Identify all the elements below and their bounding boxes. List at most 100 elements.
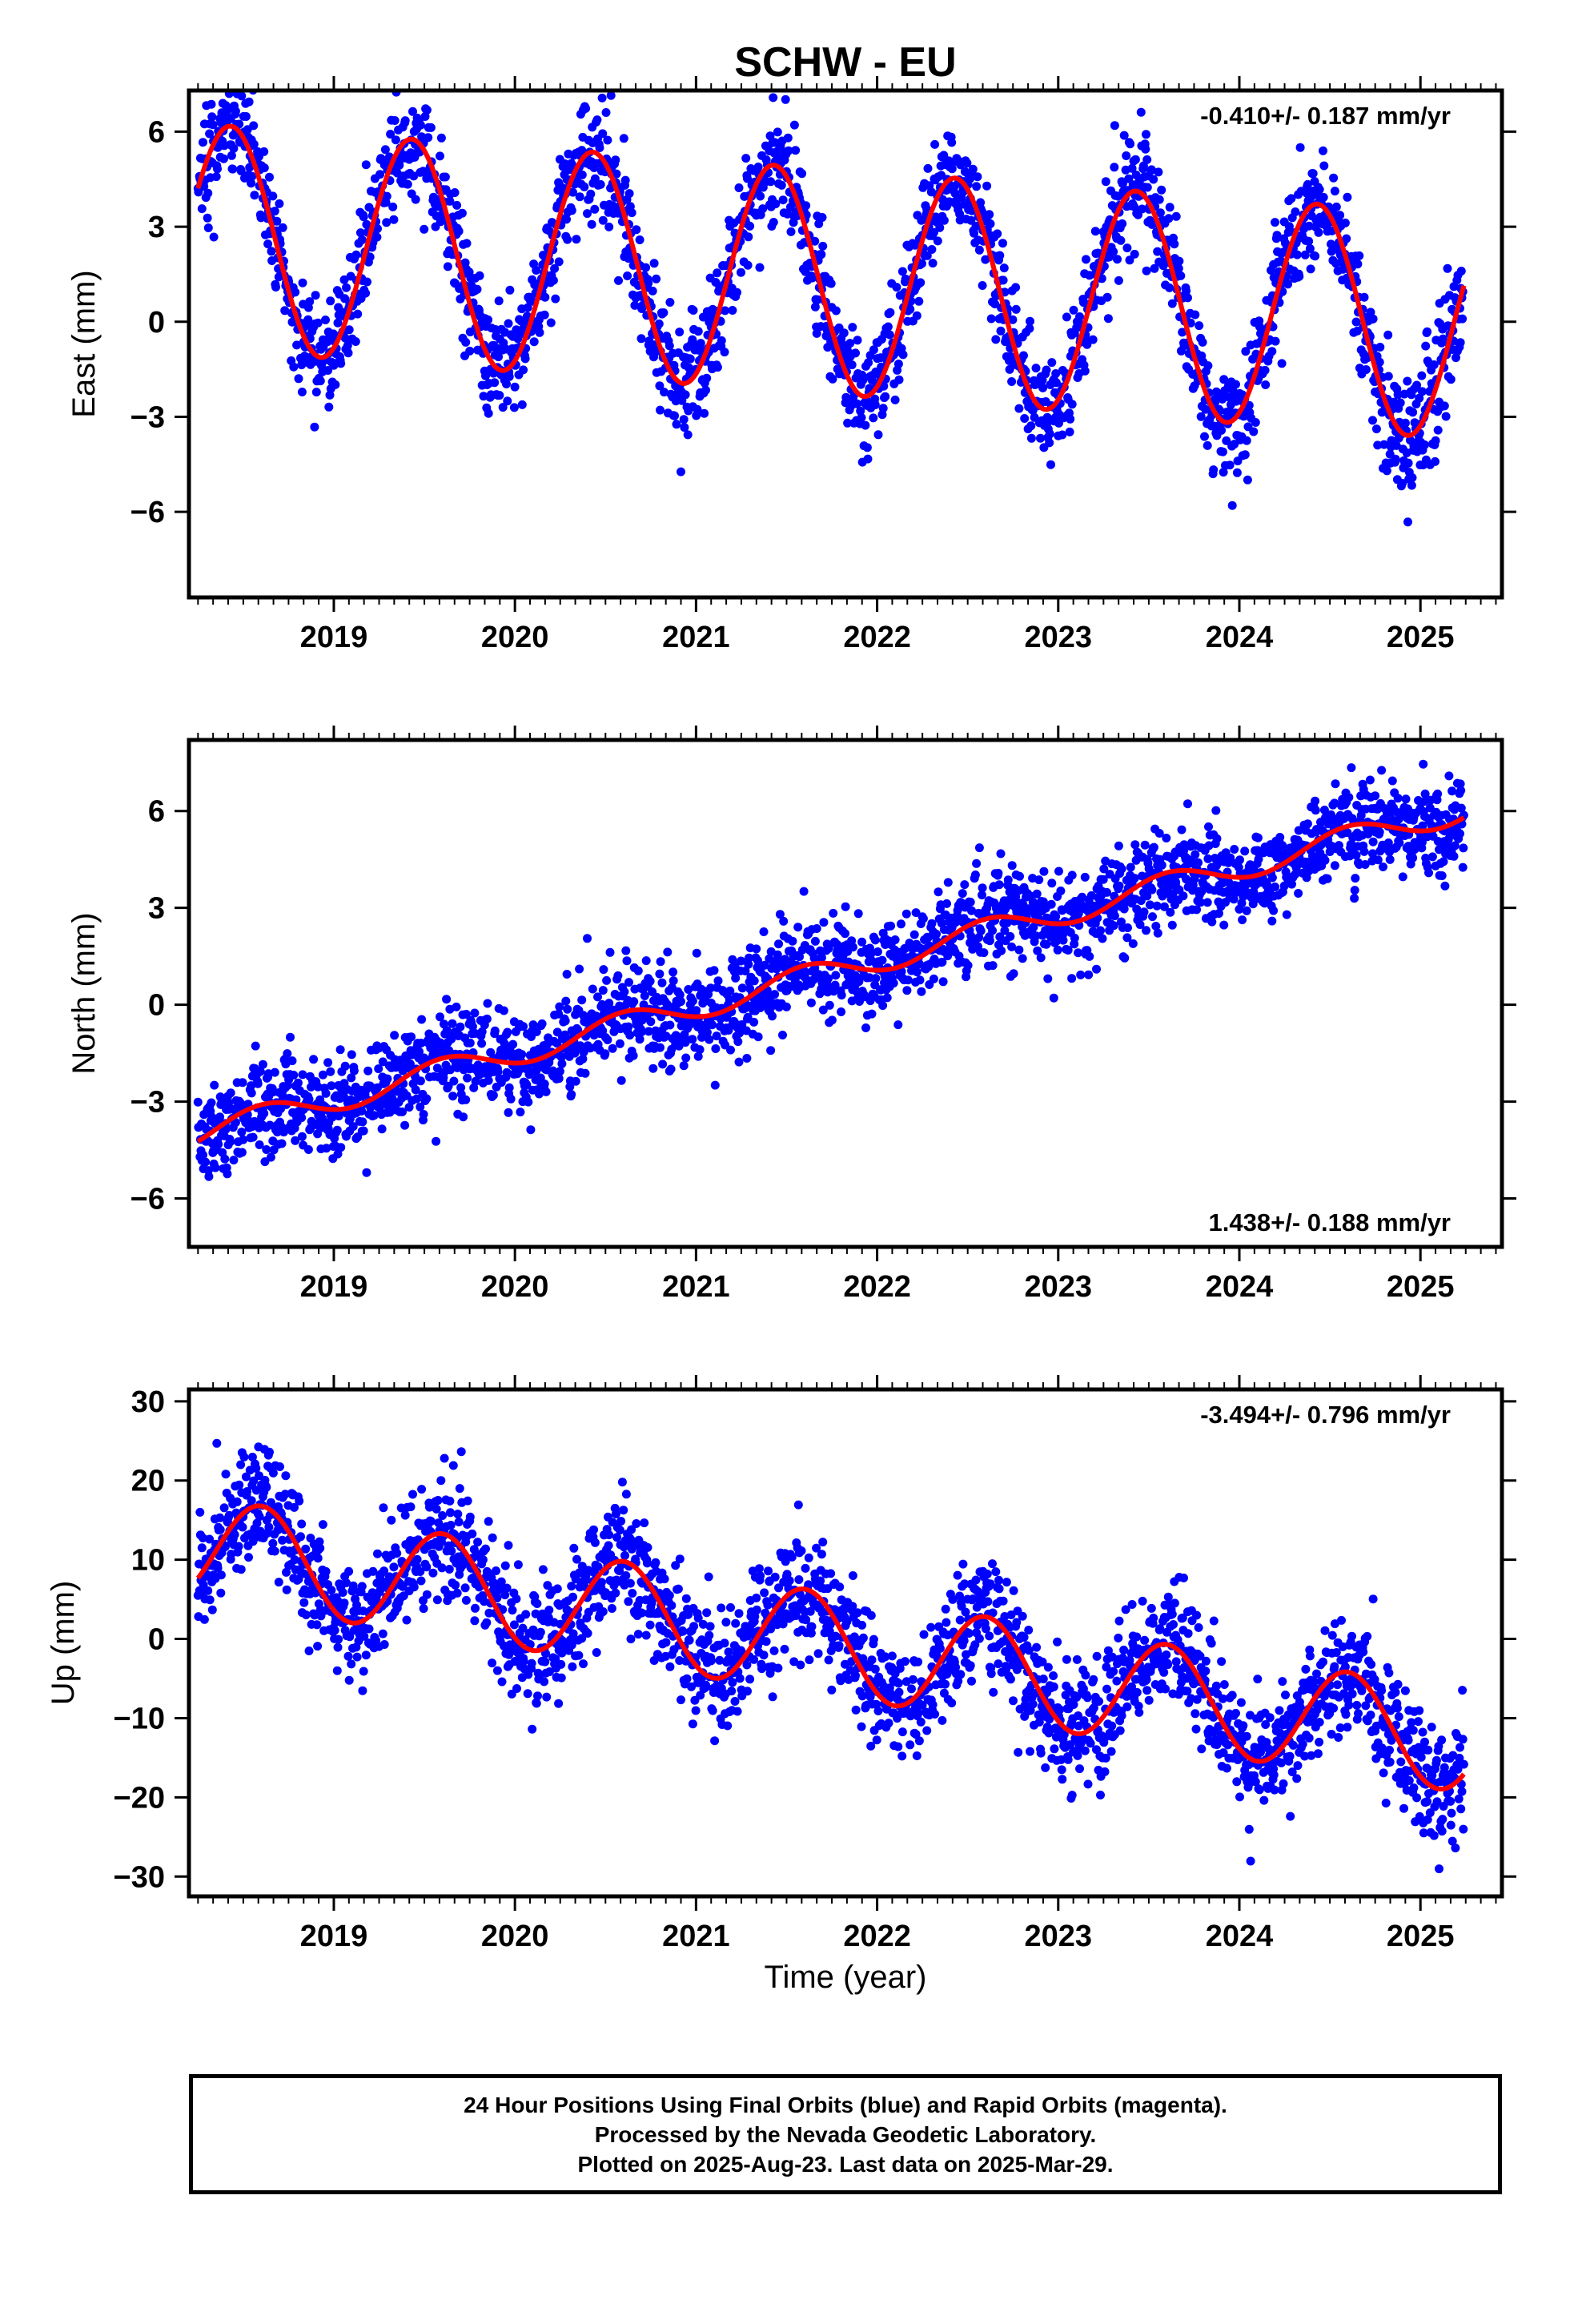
data-point (1361, 365, 1371, 374)
data-point (278, 223, 287, 232)
data-point (555, 1002, 564, 1011)
data-point (962, 159, 972, 168)
data-point (616, 1076, 626, 1085)
data-point (1046, 899, 1056, 909)
data-point (1062, 312, 1071, 322)
data-point (843, 418, 853, 428)
data-point (663, 947, 673, 957)
data-point (1227, 501, 1237, 510)
data-point (1459, 843, 1468, 853)
data-point (1373, 440, 1383, 450)
data-point (879, 381, 889, 391)
data-point (502, 380, 511, 388)
data-point (871, 974, 881, 983)
data-point (1366, 308, 1375, 317)
data-point (1443, 263, 1452, 273)
data-point (529, 337, 539, 347)
data-point (422, 105, 432, 115)
data-point (265, 172, 274, 182)
data-point (1375, 827, 1384, 837)
data-point (665, 298, 675, 307)
data-point (1412, 380, 1422, 390)
data-point (759, 927, 769, 936)
data-point (1154, 167, 1163, 177)
data-point (409, 171, 419, 181)
data-point (193, 1097, 203, 1107)
data-point (700, 408, 709, 418)
data-point (1330, 187, 1339, 196)
data-point (1450, 841, 1460, 850)
data-point (624, 1022, 633, 1031)
data-point (692, 1006, 701, 1015)
data-point (692, 948, 701, 958)
data-point (1045, 429, 1054, 439)
data-point (1315, 185, 1324, 195)
data-point (603, 135, 612, 145)
data-point (693, 327, 703, 336)
data-point (1222, 436, 1231, 445)
data-point (1058, 430, 1067, 440)
data-point (407, 1032, 416, 1042)
data-point (580, 182, 589, 191)
data-point (201, 1157, 211, 1167)
data-point (211, 1163, 220, 1172)
data-point (1042, 939, 1051, 949)
data-point (979, 948, 989, 958)
data-point (490, 378, 500, 388)
data-point (1304, 236, 1314, 246)
data-point (791, 146, 801, 155)
data-point (577, 995, 587, 1005)
data-point (322, 1144, 331, 1153)
data-point (934, 887, 943, 897)
data-point (563, 1004, 572, 1014)
data-point (1146, 165, 1156, 175)
data-point (705, 1035, 714, 1044)
data-point (1090, 227, 1100, 236)
data-point (1031, 931, 1041, 941)
data-point (1311, 806, 1320, 815)
data-point (1142, 183, 1152, 192)
data-point (911, 908, 921, 918)
data-point (499, 1006, 508, 1015)
x-tick-label: 2021 (662, 621, 730, 654)
data-point (972, 182, 982, 191)
x-tick-label: 2024 (1206, 621, 1274, 654)
data-point (336, 1143, 346, 1152)
data-point (674, 1041, 684, 1051)
data-point (758, 204, 768, 214)
data-point (998, 275, 1008, 285)
data-point (1218, 447, 1227, 456)
data-point (509, 403, 519, 412)
data-point (1025, 324, 1034, 333)
data-point (1096, 926, 1105, 935)
data-point (799, 887, 809, 896)
data-point (1174, 263, 1183, 273)
data-point (1136, 896, 1146, 906)
data-point (1306, 264, 1315, 274)
data-point (1130, 249, 1139, 259)
data-points (193, 759, 1468, 1181)
data-point (340, 333, 350, 343)
data-point (1168, 889, 1178, 899)
data-point (916, 278, 926, 287)
data-point (1123, 923, 1132, 932)
data-point (258, 1059, 267, 1069)
data-point (894, 375, 904, 384)
data-point (207, 1098, 216, 1108)
data-point (292, 340, 302, 350)
data-point (265, 1120, 275, 1130)
data-point (207, 99, 216, 109)
data-point (587, 219, 596, 229)
data-point (679, 415, 689, 424)
data-point (693, 1051, 703, 1061)
data-point (1319, 161, 1329, 171)
data-point (1365, 775, 1375, 785)
data-point (1403, 376, 1412, 386)
data-point (857, 413, 866, 422)
data-point (870, 935, 880, 945)
data-point (656, 1043, 665, 1052)
data-point (1165, 283, 1174, 292)
data-point (1034, 875, 1044, 885)
data-point (893, 1020, 903, 1030)
data-point (779, 916, 789, 926)
